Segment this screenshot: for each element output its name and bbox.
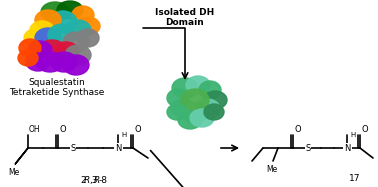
Ellipse shape: [18, 50, 38, 66]
Ellipse shape: [35, 28, 61, 48]
Text: OH: OH: [29, 125, 40, 134]
Text: Isolated DH
Domain: Isolated DH Domain: [155, 8, 215, 27]
Text: O: O: [59, 125, 66, 134]
Ellipse shape: [186, 76, 210, 94]
Text: N: N: [344, 144, 351, 153]
Ellipse shape: [167, 104, 187, 120]
Ellipse shape: [171, 99, 195, 117]
Ellipse shape: [41, 2, 69, 22]
Ellipse shape: [36, 52, 64, 72]
Ellipse shape: [63, 32, 89, 52]
Ellipse shape: [65, 20, 91, 40]
Text: R: R: [94, 176, 100, 185]
Text: O: O: [361, 125, 368, 134]
Text: -8: -8: [99, 176, 108, 185]
Ellipse shape: [199, 81, 221, 99]
Ellipse shape: [181, 89, 209, 111]
Ellipse shape: [19, 39, 41, 57]
Text: R: R: [84, 176, 90, 185]
Ellipse shape: [26, 53, 50, 71]
Ellipse shape: [194, 99, 220, 119]
Text: Me: Me: [8, 168, 20, 177]
Ellipse shape: [35, 10, 61, 30]
Ellipse shape: [49, 11, 77, 33]
Ellipse shape: [30, 21, 54, 39]
Text: O: O: [135, 125, 141, 134]
Ellipse shape: [53, 42, 79, 62]
Text: N: N: [115, 144, 122, 153]
Text: O: O: [294, 125, 301, 134]
Polygon shape: [15, 148, 28, 165]
Ellipse shape: [172, 78, 198, 98]
Text: ,3: ,3: [89, 176, 98, 185]
Ellipse shape: [51, 52, 77, 72]
Text: 17: 17: [349, 174, 361, 183]
Ellipse shape: [77, 29, 99, 47]
Ellipse shape: [190, 109, 214, 127]
Ellipse shape: [204, 104, 224, 120]
Text: H: H: [121, 132, 126, 138]
Text: H: H: [350, 132, 355, 138]
Ellipse shape: [182, 103, 208, 123]
Text: S: S: [70, 144, 76, 153]
Text: 2: 2: [80, 176, 86, 185]
Ellipse shape: [167, 89, 189, 107]
Text: Squalestatin
Tetraketide Synthase: Squalestatin Tetraketide Synthase: [9, 78, 105, 97]
Ellipse shape: [76, 17, 100, 35]
Ellipse shape: [48, 24, 76, 46]
Ellipse shape: [203, 91, 227, 109]
Ellipse shape: [38, 40, 66, 60]
Text: Me: Me: [266, 165, 277, 174]
Ellipse shape: [57, 1, 83, 19]
Ellipse shape: [65, 45, 91, 65]
Ellipse shape: [63, 55, 89, 75]
Ellipse shape: [28, 41, 52, 59]
Ellipse shape: [72, 6, 94, 24]
Ellipse shape: [178, 111, 202, 129]
Text: S: S: [305, 144, 311, 153]
Ellipse shape: [24, 29, 46, 47]
